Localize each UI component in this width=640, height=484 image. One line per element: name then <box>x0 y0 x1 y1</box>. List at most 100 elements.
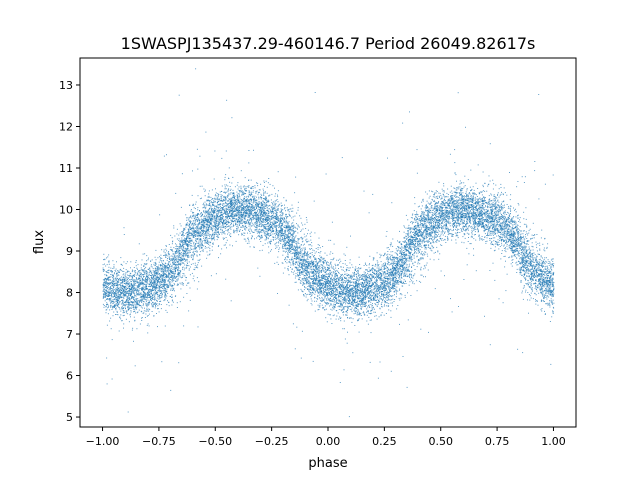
data-point <box>225 219 227 221</box>
data-point <box>301 241 303 243</box>
data-point <box>159 274 161 276</box>
data-point <box>511 227 513 229</box>
data-point <box>481 194 483 196</box>
data-point <box>261 220 263 222</box>
data-point <box>123 327 124 329</box>
data-point <box>237 198 239 200</box>
data-point <box>421 235 423 237</box>
data-point <box>231 213 233 215</box>
data-point <box>220 219 222 221</box>
data-point <box>506 219 508 221</box>
data-point <box>410 255 412 257</box>
data-point <box>489 240 491 241</box>
data-point <box>413 283 415 285</box>
data-point <box>234 220 236 222</box>
data-point <box>235 215 237 217</box>
data-point <box>183 263 185 264</box>
data-point <box>111 339 113 341</box>
data-point <box>220 208 222 210</box>
data-point <box>171 255 173 257</box>
data-point <box>383 298 384 300</box>
data-point <box>495 211 497 213</box>
data-point <box>335 300 337 302</box>
data-point <box>445 242 447 243</box>
data-point <box>289 262 291 264</box>
data-point <box>407 226 409 228</box>
data-point <box>188 256 190 258</box>
data-point <box>340 309 342 311</box>
data-point <box>422 232 424 234</box>
data-point <box>435 206 437 208</box>
data-point <box>500 203 502 205</box>
data-point <box>382 299 384 301</box>
data-point <box>145 264 147 266</box>
data-point <box>292 260 294 262</box>
data-point <box>168 281 170 283</box>
data-point <box>552 281 554 283</box>
data-point <box>151 295 153 297</box>
data-point <box>419 258 421 260</box>
data-point <box>163 272 165 273</box>
data-point <box>226 203 228 205</box>
data-point <box>167 267 169 269</box>
data-point <box>112 277 114 279</box>
data-point <box>522 266 524 268</box>
data-point <box>349 317 351 319</box>
data-point <box>545 297 547 298</box>
data-point <box>292 323 294 325</box>
data-point <box>324 262 326 264</box>
data-point <box>158 289 160 291</box>
data-point <box>403 272 405 274</box>
data-point <box>323 260 325 262</box>
data-point <box>183 258 185 260</box>
data-point <box>511 248 513 249</box>
data-point <box>474 231 476 233</box>
data-point <box>424 267 426 269</box>
data-point <box>262 205 264 207</box>
data-point <box>195 238 197 239</box>
data-point <box>153 285 154 287</box>
data-point <box>546 247 548 249</box>
data-point <box>429 230 431 231</box>
data-point <box>543 279 545 281</box>
data-point <box>217 235 219 237</box>
data-point <box>393 272 395 274</box>
data-point <box>292 252 294 254</box>
data-point <box>197 264 199 266</box>
data-point <box>206 199 208 201</box>
data-point <box>141 317 143 318</box>
data-point <box>243 232 245 234</box>
data-point <box>432 218 434 220</box>
data-point <box>115 290 117 292</box>
data-point <box>341 279 343 281</box>
data-point <box>479 220 481 222</box>
data-point <box>275 226 277 228</box>
data-point <box>183 257 185 259</box>
data-point <box>497 199 499 201</box>
data-point <box>191 241 193 243</box>
data-point <box>411 246 413 248</box>
data-point <box>549 270 551 272</box>
data-point <box>146 295 148 297</box>
data-point <box>407 319 409 321</box>
data-point <box>430 225 431 227</box>
data-point <box>116 275 118 277</box>
data-point <box>242 200 244 202</box>
data-point <box>141 307 143 309</box>
data-point <box>476 201 478 203</box>
data-point <box>281 209 283 211</box>
data-point <box>354 293 356 295</box>
data-point <box>409 274 411 276</box>
data-point <box>171 284 173 286</box>
data-point <box>150 295 152 297</box>
data-point <box>284 218 286 220</box>
data-point <box>354 291 356 293</box>
data-point <box>323 263 324 265</box>
data-point <box>250 179 252 181</box>
data-point <box>195 230 197 231</box>
data-point <box>282 222 284 224</box>
data-point <box>258 235 260 237</box>
data-point <box>267 215 269 217</box>
data-point <box>201 185 203 187</box>
